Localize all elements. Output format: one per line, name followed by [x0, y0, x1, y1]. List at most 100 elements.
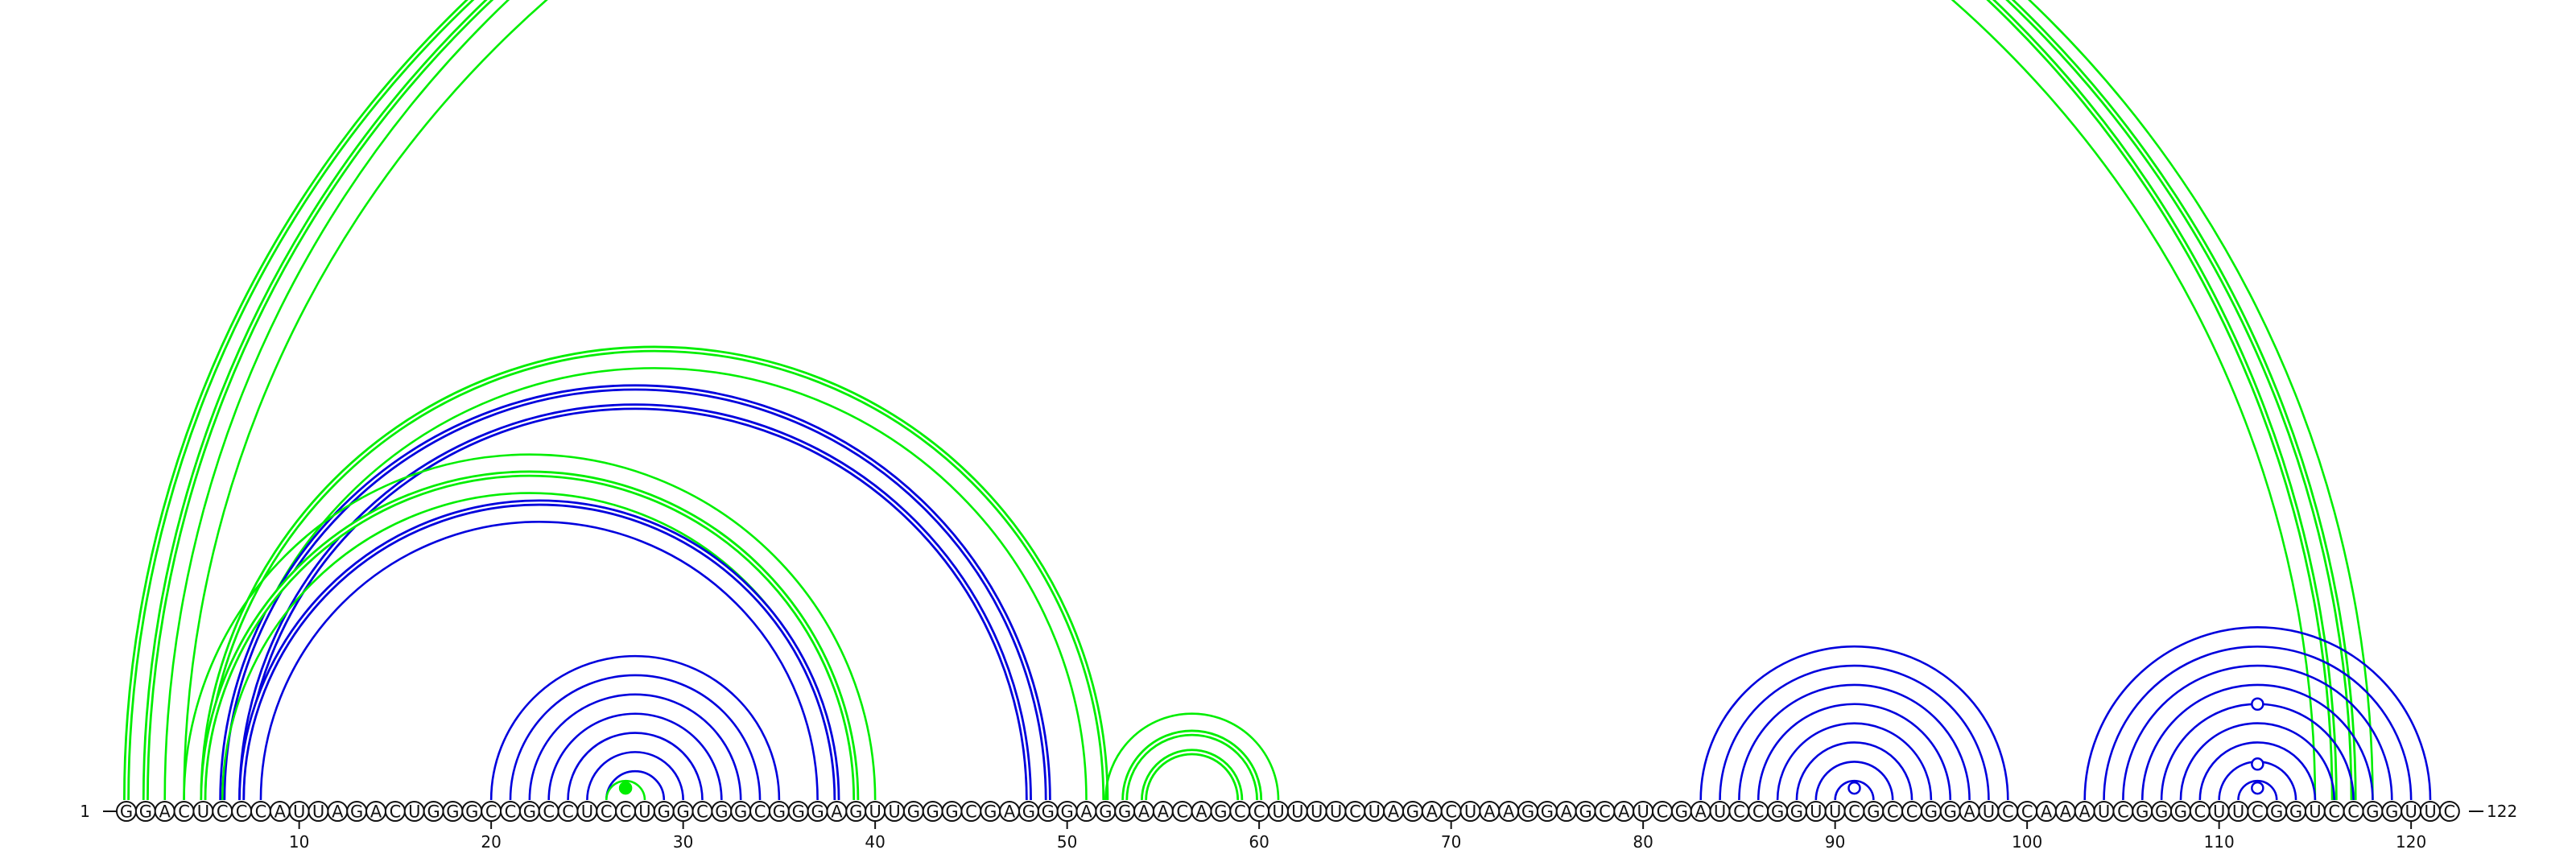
- nucleotide-53: G: [1115, 802, 1134, 822]
- nucleotide-115: U: [2306, 802, 2325, 822]
- nucleotide-13: G: [347, 802, 366, 822]
- nucleotide-119: G: [2382, 802, 2401, 822]
- nucleotide-63: U: [1307, 802, 1327, 822]
- nucleotide-letter: G: [1406, 802, 1419, 822]
- nucleotide-letter: C: [965, 802, 977, 822]
- nucleotide-48: G: [1019, 802, 1038, 822]
- nucleotide-64: U: [1327, 802, 1346, 822]
- nucleotide-82: G: [1672, 802, 1691, 822]
- nucleotide-103: A: [2075, 802, 2095, 822]
- arc-23-32: [549, 714, 722, 800]
- tick-label-110: 110: [2204, 832, 2235, 852]
- nucleotide-74: G: [1518, 802, 1538, 822]
- tick-label-20: 20: [481, 832, 501, 852]
- start-label: 1: [80, 802, 90, 821]
- arc-103-121: [2085, 627, 2430, 800]
- nucleotide-34: C: [750, 802, 770, 822]
- nucleotide-108: G: [2171, 802, 2190, 822]
- nucleotide-letter: G: [2174, 802, 2187, 822]
- nucleotide-letter: C: [236, 802, 248, 822]
- arc-7-48: [242, 406, 1029, 800]
- nucleotide-letter: G: [658, 802, 671, 822]
- nucleotide-33: G: [731, 802, 750, 822]
- nucleotide-2: G: [136, 802, 155, 822]
- nucleotide-120: U: [2401, 802, 2421, 822]
- nucleotide-letter: U: [869, 802, 881, 822]
- nucleotide-letter: G: [1925, 802, 1938, 822]
- nucleotide-letter: G: [1771, 802, 1784, 822]
- nucleotide-letter: A: [159, 802, 171, 822]
- nucleotide-101: A: [2037, 802, 2056, 822]
- nucleotide-letter: C: [2021, 802, 2033, 822]
- nucleotide-12: A: [328, 802, 347, 822]
- nucleotide-letter: U: [1272, 802, 1284, 822]
- nucleotide-letter: C: [620, 802, 632, 822]
- nucleotide-letter: A: [1426, 802, 1439, 822]
- nucleotide-25: U: [577, 802, 597, 822]
- nucleotide-91: C: [1845, 802, 1864, 822]
- nucleotide-21: C: [501, 802, 520, 822]
- nucleotide-letter: G: [792, 802, 805, 822]
- nucleotide-letter: G: [120, 802, 133, 822]
- nucleotide-118: G: [2363, 802, 2382, 822]
- nucleotide-letter: G: [715, 802, 728, 822]
- tick-label-90: 90: [1825, 832, 1845, 852]
- nucleotide-letter: U: [1714, 802, 1726, 822]
- nucleotide-79: A: [1614, 802, 1633, 822]
- nucleotide-letter: U: [1810, 802, 1822, 822]
- nucleotide-letter: C: [217, 802, 229, 822]
- nucleotide-70: C: [1442, 802, 1461, 822]
- nucleotide-letter: G: [1118, 802, 1131, 822]
- nucleotide-letter: G: [2155, 802, 2168, 822]
- nucleotide-19: G: [462, 802, 481, 822]
- nucleotide-letter: U: [408, 802, 420, 822]
- nucleotide-57: A: [1192, 802, 1212, 822]
- nucleotide-letter: U: [1291, 802, 1303, 822]
- nucleotide-92: G: [1864, 802, 1883, 822]
- nucleotide-letter: A: [1158, 802, 1170, 822]
- nucleotide-46: G: [980, 802, 1000, 822]
- nucleotide-54: A: [1134, 802, 1154, 822]
- nucleotide-letter: G: [677, 802, 690, 822]
- arc-marker-2: [2252, 782, 2263, 794]
- nucleotide-letter: G: [2366, 802, 2379, 822]
- nucleotide-55: A: [1154, 802, 1173, 822]
- nucleotide-letter: G: [1867, 802, 1880, 822]
- nucleotide-30: G: [674, 802, 693, 822]
- nucleotide-letter: A: [2060, 802, 2072, 822]
- arc-2-117: [146, 0, 2354, 800]
- arc-marker-3: [2252, 758, 2263, 769]
- nucleotide-letter: G: [1944, 802, 1957, 822]
- nucleotide-28: U: [635, 802, 654, 822]
- nucleotide-71: U: [1461, 802, 1480, 822]
- nucleotide-letter: A: [275, 802, 287, 822]
- nucleotide-letter: G: [811, 802, 824, 822]
- nucleotide-76: A: [1557, 802, 1576, 822]
- nucleotide-letter: C: [485, 802, 497, 822]
- nucleotide-letter: A: [831, 802, 843, 822]
- nucleotide-100: C: [2017, 802, 2037, 822]
- nucleotide-37: G: [808, 802, 828, 822]
- nucleotide-95: G: [1922, 802, 1941, 822]
- nucleotide-letter: G: [427, 802, 440, 822]
- nucleotide-29: G: [654, 802, 674, 822]
- nucleotide-letter: C: [2002, 802, 2014, 822]
- nucleotide-letter: A: [1618, 802, 1630, 822]
- nucleotide-47: A: [1000, 802, 1019, 822]
- nucleotide-letter: G: [465, 802, 478, 822]
- nucleotide-89: U: [1806, 802, 1826, 822]
- nucleotide-14: A: [366, 802, 386, 822]
- nucleotide-15: C: [386, 802, 405, 822]
- arc-gap-7-48: [242, 406, 1029, 800]
- nucleotide-45: C: [961, 802, 980, 822]
- nucleotide-letter: A: [1080, 802, 1092, 822]
- nucleotide-56: C: [1173, 802, 1192, 822]
- nucleotide-letter: G: [1214, 802, 1227, 822]
- nucleotide-75: G: [1538, 802, 1557, 822]
- nucleotide-letter: A: [1138, 802, 1150, 822]
- nucleotide-letter: C: [1445, 802, 1457, 822]
- nucleotide-letter: A: [1695, 802, 1707, 822]
- nucleotide-letter: C: [696, 802, 708, 822]
- nucleotide-109: C: [2190, 802, 2210, 822]
